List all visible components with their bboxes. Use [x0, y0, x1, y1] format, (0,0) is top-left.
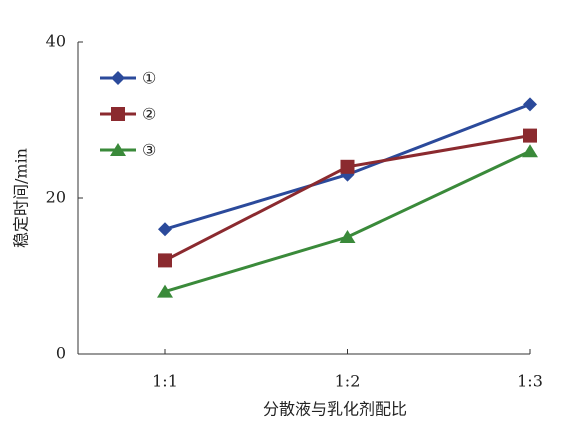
marker	[340, 159, 355, 174]
y-tick-label: 40	[46, 32, 66, 51]
marker	[523, 97, 537, 112]
marker	[339, 230, 356, 243]
legend-label: ③	[142, 141, 156, 160]
x-tick-label: 1:3	[517, 372, 543, 391]
legend-marker	[111, 107, 125, 121]
y-tick-label: 0	[56, 344, 66, 363]
legend-label: ①	[142, 69, 156, 88]
x-tick-label: 1:1	[152, 372, 178, 391]
marker	[522, 144, 538, 158]
y-tick-label: 20	[46, 188, 66, 207]
legend-marker	[110, 143, 126, 156]
marker	[158, 253, 172, 268]
legend-marker	[111, 71, 125, 85]
x-axis-label: 分散液与乳化剂配比	[263, 400, 407, 419]
marker	[158, 222, 172, 237]
x-tick-label: 1:2	[335, 372, 361, 391]
y-axis-label: 稳定时间/min	[12, 148, 31, 248]
marker	[523, 128, 537, 143]
legend-label: ②	[142, 105, 156, 124]
marker	[157, 284, 173, 298]
